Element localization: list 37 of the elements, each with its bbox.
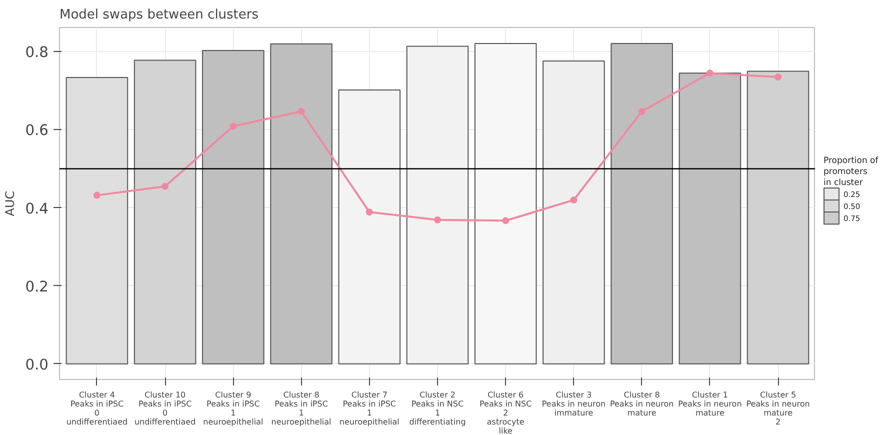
bar (270, 43, 332, 364)
x-tick-label: Cluster 2 Peaks in NSC 1 differentiating (409, 390, 466, 426)
point (162, 182, 169, 190)
y-tick-label: 0.2 (25, 278, 49, 296)
point (638, 108, 646, 115)
x-tick-label: Cluster 4 Peaks in iPSC 0 undifferentiaed (66, 390, 128, 426)
bar (66, 76, 128, 364)
x-tick-label: Cluster 3 Peaks in neuron immature (542, 390, 606, 418)
x-tick-label: Cluster 8 Peaks in neuron mature (610, 390, 674, 418)
bar (610, 43, 673, 364)
y-tick-label: 0.4 (25, 200, 49, 218)
point (434, 216, 441, 224)
bar (134, 60, 196, 364)
point (93, 192, 100, 199)
x-tick-label: Cluster 9 Peaks in iPSC 1 neuroepithelial (203, 390, 264, 426)
x-tick-label: Cluster 1 Peaks in neuron mature (678, 390, 742, 418)
point (774, 74, 782, 81)
bar (202, 50, 264, 364)
x-tick-label: Cluster 5 Peaks in neuron mature 2 (746, 390, 810, 426)
x-tick-label: Cluster 6 Peaks in NSC 2 astrocyte like (480, 390, 532, 435)
bar (746, 70, 810, 364)
y-tick-label: 0.0 (25, 356, 49, 374)
point (230, 122, 237, 130)
point (502, 217, 510, 224)
point (366, 208, 373, 216)
point (570, 196, 578, 204)
x-tick-label: Cluster 7 Peaks in iPSC 1 neuroepithelial (339, 390, 400, 426)
y-tick-label: 0.6 (25, 122, 49, 140)
point (298, 108, 305, 115)
point (706, 70, 714, 77)
bar (678, 72, 742, 364)
y-axis-title: AUC (3, 190, 18, 216)
x-tick-label: Cluster 10 Peaks in iPSC 0 undifferentiaed (134, 390, 196, 426)
chart-title: Model swaps between clusters (60, 8, 259, 22)
y-tick-label: 0.8 (25, 44, 49, 62)
legend-title: Proportion of promoters in cluster (824, 156, 880, 188)
x-tick-label: Cluster 8 Peaks in iPSC 1 neuroepithelial (271, 390, 332, 426)
